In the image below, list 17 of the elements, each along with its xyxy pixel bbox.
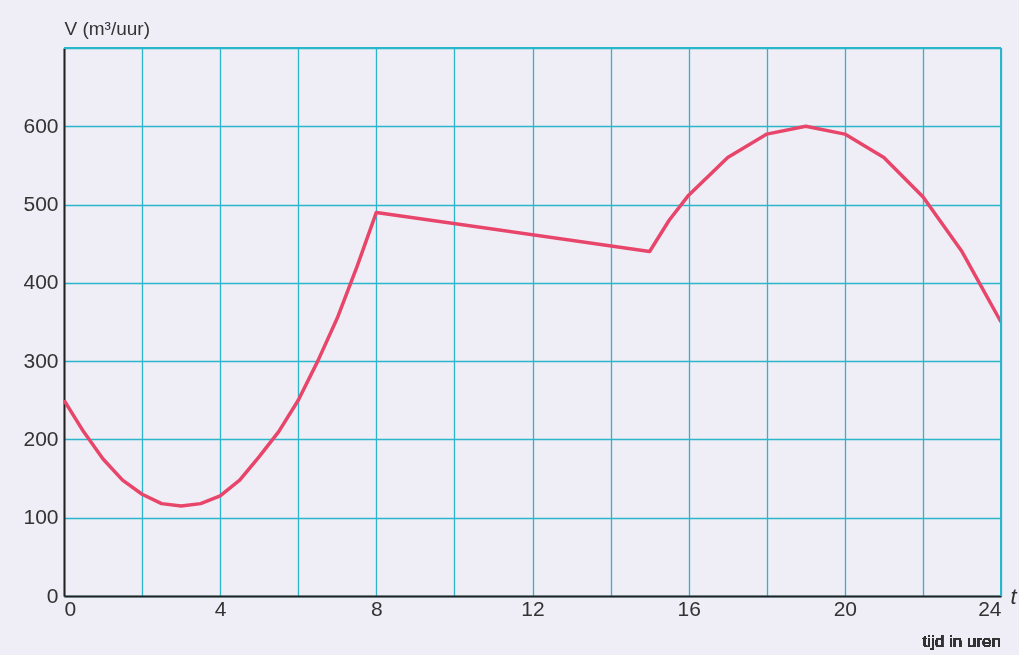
y-axis-title: V (m³/uur) [64,17,150,39]
x-tick-label: 8 [370,596,383,620]
x-tick-label: 16 [677,596,701,620]
y-tick-label: 100 [23,505,59,529]
y-tick-label: 500 [23,192,59,216]
text: tijd in uren [922,632,1001,651]
x-tick-label: 0 [64,596,77,620]
x-axis-title: t [1010,583,1018,609]
x-tick-label: 12 [521,596,545,620]
y-tick-label: 600 [23,113,59,137]
line-series [64,124,1001,508]
y-tick-label: 400 [23,270,59,294]
x-tick-label: 20 [833,596,858,620]
y-tick-label: 300 [23,348,59,372]
x-tick-label: 24 [978,596,1002,620]
y-tick-label: 200 [23,426,59,450]
x-tick-label: 4 [214,596,227,620]
